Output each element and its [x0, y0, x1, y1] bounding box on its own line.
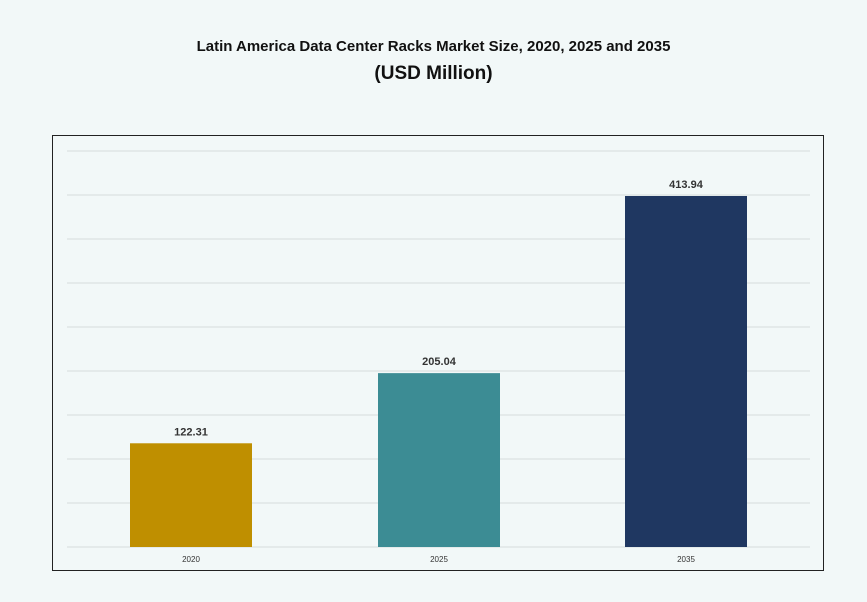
- chart-subtitle: (USD Million): [374, 63, 493, 84]
- bar-2025: [378, 373, 500, 547]
- data-label: 413.94: [669, 179, 704, 191]
- bar-2035: [625, 195, 747, 548]
- data-label: 205.04: [422, 356, 457, 368]
- data-label: 122.31: [174, 426, 208, 438]
- chart-frame: [52, 135, 824, 571]
- x-tick-label: 2020: [182, 555, 200, 564]
- x-tick-label: 2025: [430, 555, 448, 564]
- bar-2020: [130, 443, 252, 547]
- chart-title: Latin America Data Center Racks Market S…: [196, 38, 671, 55]
- x-tick-label: 2035: [677, 555, 695, 564]
